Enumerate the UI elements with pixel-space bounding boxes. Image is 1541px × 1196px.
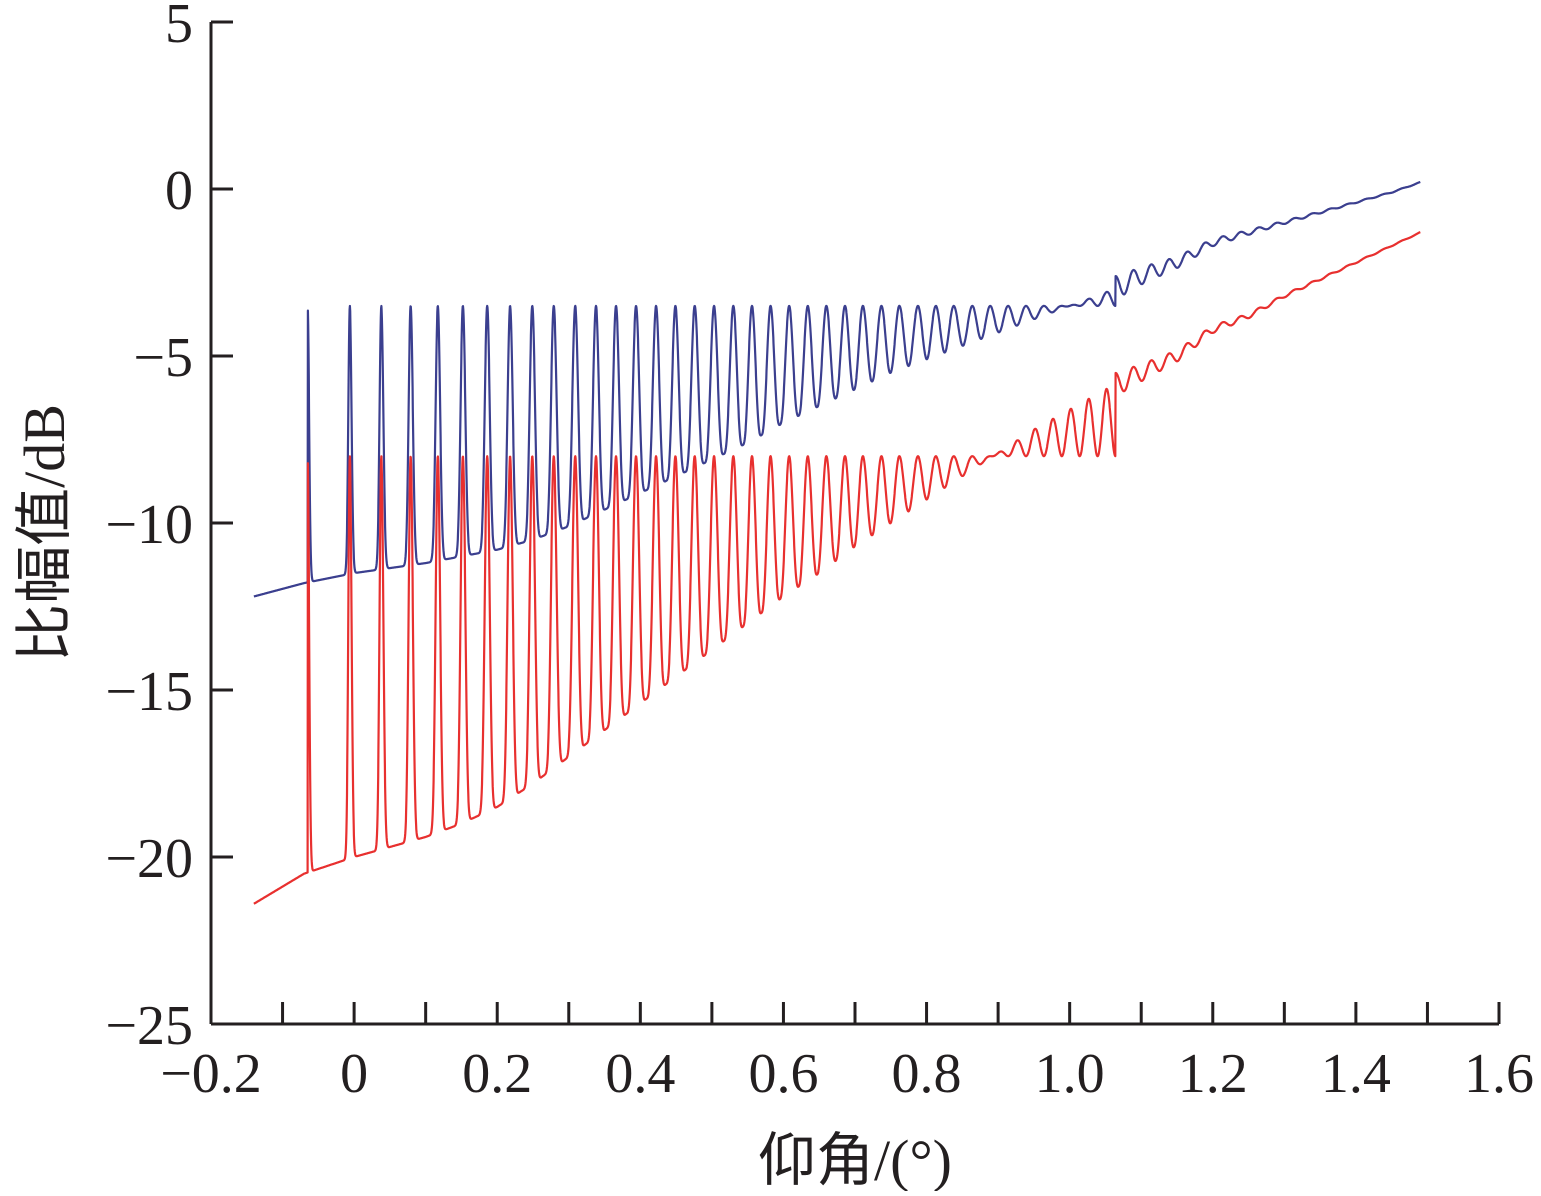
x-tick-label: 0.6 <box>748 1043 818 1105</box>
series-line-1 <box>253 180 1422 598</box>
x-tick-label: 1.4 <box>1321 1043 1391 1105</box>
y-axis-title: 比幅值/dB <box>12 404 77 662</box>
series-line-2 <box>253 231 1422 905</box>
y-tick-label: −20 <box>105 828 193 890</box>
x-tick-label: 0 <box>340 1043 368 1105</box>
y-tick-label: 0 <box>165 160 193 222</box>
x-tick-label: −0.2 <box>160 1043 262 1105</box>
y-tick-label: −25 <box>105 995 193 1057</box>
series-layer <box>253 180 1422 905</box>
x-tick-label: 0.4 <box>605 1043 675 1105</box>
x-tick-label: 0.8 <box>892 1043 962 1105</box>
y-tick-label: −15 <box>105 661 193 723</box>
x-tick-label: 0.2 <box>462 1043 532 1105</box>
x-ticks: −0.2 0 0.2 0.4 0.6 0.8 1.0 1.2 1.4 1.6 <box>160 1002 1534 1105</box>
x-axis-title: 仰角/(°) <box>758 1128 952 1191</box>
x-tick-label: 1.0 <box>1035 1043 1105 1105</box>
x-tick-label: 1.2 <box>1178 1043 1248 1105</box>
y-tick-label: 5 <box>165 0 193 55</box>
y-tick-label: −10 <box>105 494 193 556</box>
axes-layer: −0.2 0 0.2 0.4 0.6 0.8 1.0 1.2 1.4 1.6 −25−20−15−… <box>105 0 1534 1105</box>
y-tick-label: −5 <box>133 327 193 389</box>
y-ticks: −25 −20 −15 −10 −5 0 5 <box>105 0 233 1057</box>
x-tick-label: 1.6 <box>1464 1043 1534 1105</box>
